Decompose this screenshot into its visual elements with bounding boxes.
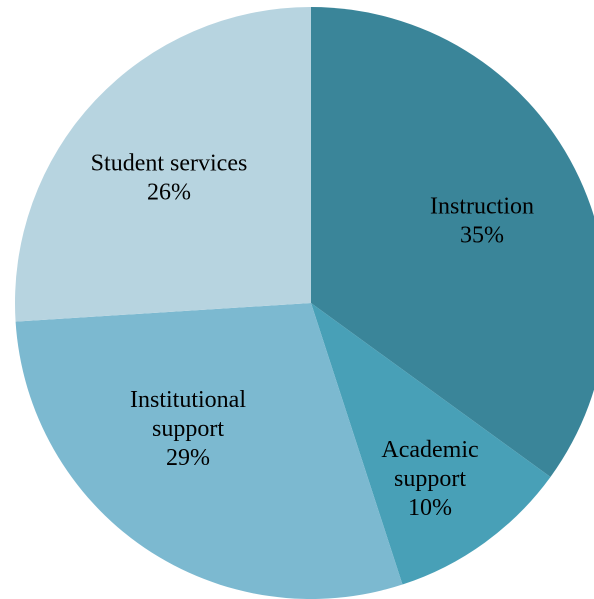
- slice-value-label: 29%: [166, 445, 210, 471]
- slice-category-label: Student services: [91, 151, 248, 177]
- pie-slice: [14, 7, 311, 322]
- pie-slice: [15, 303, 403, 599]
- pie-labels: Instruction 35% Academic support 10% Institut…: [91, 151, 534, 522]
- slice-category-label: support: [394, 466, 466, 492]
- slice-value-label: 26%: [147, 180, 191, 206]
- slice-category-label: Instruction: [430, 194, 534, 220]
- slice-label: Institutional support 29%: [130, 387, 246, 471]
- slice-value-label: 10%: [408, 495, 452, 521]
- pie-slices: [14, 7, 594, 599]
- slice-label: Instruction 35%: [430, 194, 534, 249]
- slice-label: Academic support 10%: [381, 437, 478, 521]
- pie-slice: [311, 7, 594, 477]
- pie-slice: [311, 303, 551, 585]
- slice-category-label: support: [152, 416, 224, 442]
- slice-value-label: 35%: [460, 223, 504, 249]
- slice-label: Student services 26%: [91, 151, 248, 206]
- slice-category-label: Institutional: [130, 387, 246, 413]
- slice-category-label: Academic: [381, 437, 478, 463]
